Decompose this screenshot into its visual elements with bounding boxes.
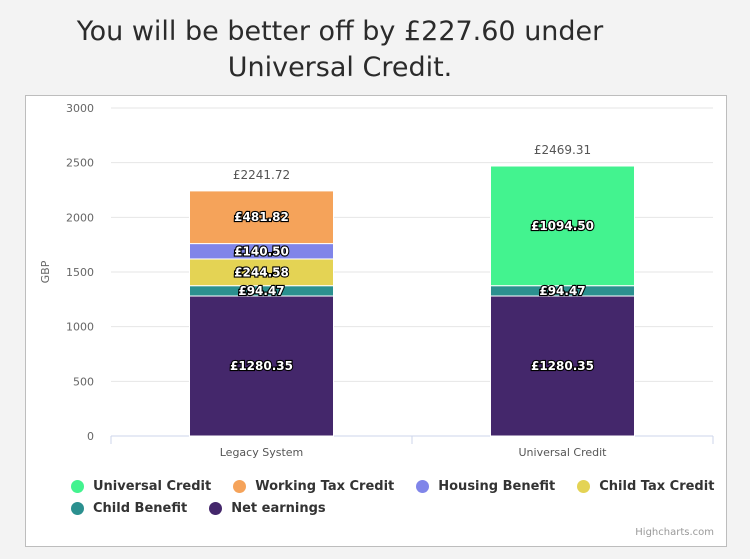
legend-label: Child Benefit (93, 500, 188, 516)
legend-item[interactable]: Child Tax Credit (577, 479, 714, 494)
legend-item[interactable]: Universal Credit (71, 479, 211, 494)
legend-marker-icon (416, 479, 430, 493)
legend-row: Child Benefit Net earnings (71, 497, 711, 519)
legend-item[interactable]: Net earnings (209, 500, 326, 516)
stack-total-label: £2241.72 (233, 168, 290, 182)
data-label: £140.50 (234, 244, 289, 258)
y-tick-label: 0 (87, 430, 94, 443)
legend-row: Universal Credit Working Tax Credit Housin… (71, 475, 714, 497)
legend-marker-icon (71, 501, 84, 515)
x-tick-label: Legacy System (220, 446, 304, 459)
y-tick-label: 1000 (66, 321, 94, 334)
legend-item[interactable]: Child Benefit (71, 501, 187, 516)
page-title: You will be better off by £227.60 under … (76, 16, 604, 83)
data-label: £244.58 (234, 265, 289, 279)
data-label: £1094.50 (531, 219, 594, 233)
bar-segment[interactable] (189, 190, 334, 245)
bar-segment[interactable] (189, 258, 334, 287)
legend-label: Child Tax Credit (599, 478, 715, 494)
y-tick-label: 500 (73, 375, 94, 388)
chart-legend: Universal Credit Working Tax Credit Housin… (71, 475, 714, 519)
legend-marker-icon (71, 479, 84, 493)
legend-item[interactable]: Working Tax Credit (233, 479, 394, 494)
data-label: £94.47 (238, 284, 284, 298)
y-axis-title: GBP (39, 260, 52, 283)
data-label: £1280.35 (531, 359, 594, 373)
legend-label: Universal Credit (93, 478, 212, 494)
legend-label: Net earnings (231, 500, 326, 516)
x-tick-label: Universal Credit (519, 446, 608, 459)
legend-label: Working Tax Credit (255, 478, 395, 494)
legend-marker-icon (209, 501, 223, 515)
legend-label: Housing Benefit (438, 478, 556, 494)
data-label: £1280.35 (230, 359, 293, 373)
y-tick-label: 2000 (66, 211, 94, 224)
legend-marker-icon (577, 479, 591, 493)
bar-segment[interactable] (490, 165, 635, 287)
chart-panel: 0 500 1000 1500 2000 2500 3000 GBP Legacy System… (25, 95, 727, 547)
data-label: £481.82 (234, 210, 289, 224)
credits-link[interactable]: Highcharts.com (635, 527, 714, 538)
y-tick-label: 2500 (66, 157, 94, 170)
y-tick-label: 1500 (66, 266, 94, 279)
stacked-bar-chart: 0 500 1000 1500 2000 2500 3000 GBP Legacy System… (39, 102, 714, 459)
bar-segment[interactable] (189, 295, 334, 437)
stack-total-label: £2469.31 (534, 143, 591, 157)
data-label: £94.47 (539, 284, 585, 298)
y-tick-label: 3000 (66, 102, 94, 115)
legend-marker-icon (233, 479, 247, 493)
legend-item[interactable]: Housing Benefit (416, 479, 555, 494)
bar-segment[interactable] (490, 295, 635, 437)
